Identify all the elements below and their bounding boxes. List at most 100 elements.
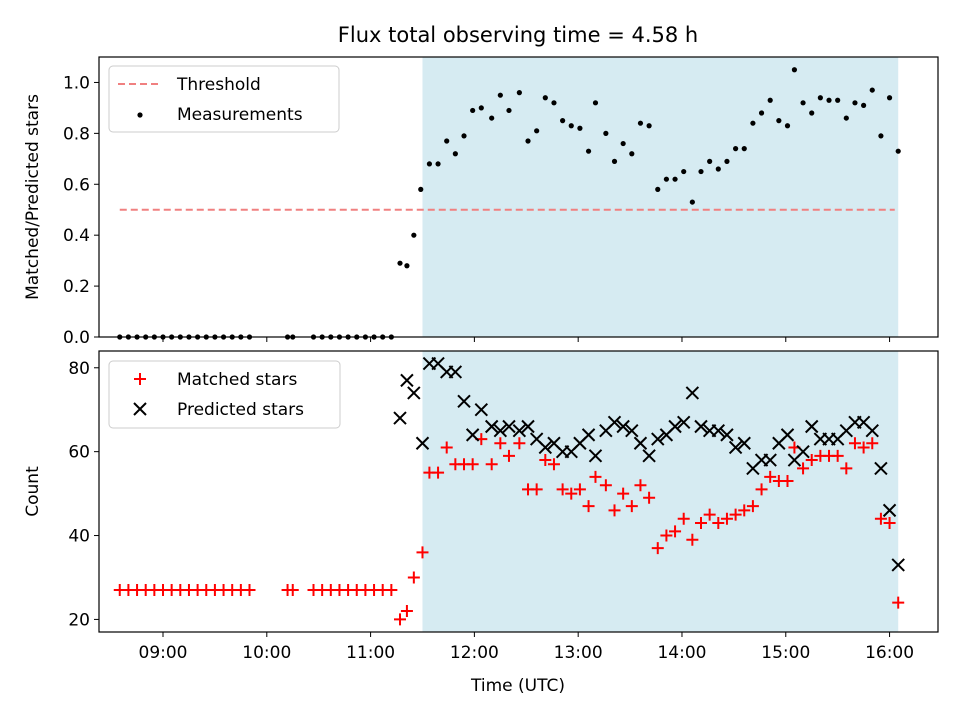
measurement-point: [592, 100, 599, 106]
measurement-point: [835, 97, 841, 103]
ratio-legend-box: [108, 65, 340, 133]
measurement-point: [741, 146, 747, 152]
measurement-point: [886, 95, 893, 101]
matched-star-point: [513, 437, 526, 450]
measurement-point: [534, 128, 540, 134]
measurement-point: [611, 158, 618, 164]
predicted-star-point: [633, 436, 648, 450]
matched-star-point: [243, 584, 256, 597]
measurement-point: [800, 100, 806, 106]
matched-star-point: [695, 516, 708, 529]
measurement-point: [767, 97, 773, 103]
matched-star-point: [720, 512, 733, 525]
predicted-star-point: [796, 444, 810, 459]
measurement-point: [452, 151, 458, 157]
matched-star-point: [874, 512, 887, 525]
matched-star-point: [892, 596, 905, 609]
x-tick-label: 10:00: [242, 643, 291, 663]
measurement-point: [817, 95, 823, 101]
measurement-point: [603, 130, 609, 136]
measurement-point: [489, 115, 495, 121]
measurement-point: [791, 67, 798, 73]
x-tick-label: 15:00: [761, 643, 810, 663]
x-tick-label: 14:00: [657, 643, 706, 663]
predicted-star-point: [512, 423, 527, 438]
ratio-legend: Threshold Measurements: [108, 65, 340, 133]
measurement-point: [707, 158, 713, 164]
y-tick-label: 0.8: [63, 124, 90, 144]
measurement-point: [655, 186, 661, 192]
observing-band: [422, 351, 899, 632]
matched-star-point: [634, 479, 647, 492]
measurement-point: [516, 90, 522, 96]
measurement-point: [404, 263, 410, 269]
matched-star-point: [589, 470, 602, 483]
matched-star-point: [746, 500, 759, 513]
count-points: [113, 356, 905, 626]
predicted-star-point: [474, 403, 489, 417]
matched-star-point: [573, 483, 586, 496]
predicted-star-point: [502, 419, 516, 434]
matched-star-point: [866, 437, 879, 450]
count-x-ticks: 09:00 10:00 11:00 12:00 13:00 14:00 15:00 16:00: [139, 632, 914, 663]
measurement-point: [551, 100, 557, 106]
predicted-star-point: [891, 558, 905, 572]
predicted-star-point: [642, 449, 656, 463]
measurement-point: [461, 133, 467, 139]
ratio-axes-frame: [98, 56, 939, 338]
observing-band: [422, 57, 899, 337]
measurement-point: [758, 110, 765, 116]
matched-star-point: [797, 462, 810, 475]
predicted-star-point: [407, 386, 421, 400]
matched-star-point: [466, 458, 479, 471]
measurement-point: [724, 158, 730, 164]
matched-star-point: [686, 533, 699, 546]
matched-star-point: [738, 504, 751, 517]
matched-star-point: [831, 449, 844, 462]
measurement-point: [629, 151, 635, 157]
y-tick-label: 0.2: [63, 277, 90, 297]
matched-star-point: [440, 441, 453, 454]
matched-star-point: [485, 458, 498, 471]
x-tick-label: 13:00: [554, 643, 603, 663]
measurement-point: [784, 123, 791, 129]
matched-star-point: [286, 584, 299, 597]
predicted-star-point: [805, 419, 819, 434]
measurement-point: [435, 161, 441, 167]
count-axes-frame: [98, 350, 939, 633]
measurements-legend-label: Measurements: [177, 105, 303, 125]
measurement-point: [568, 123, 574, 129]
predicted-star-point: [538, 440, 553, 455]
measurement-point: [715, 166, 721, 172]
measurement-point: [577, 125, 583, 131]
matched-star-point: [539, 454, 552, 467]
matched-star-point: [416, 546, 429, 559]
predicted-star-point: [625, 423, 639, 438]
measurement-point: [869, 87, 875, 93]
x-axis-label: Time (UTC): [470, 676, 565, 696]
measurement-point: [750, 120, 756, 126]
measurement-point: [895, 148, 901, 154]
measurement-point: [672, 176, 678, 182]
matched-star-point: [857, 441, 870, 454]
threshold-legend-label: Threshold: [176, 75, 261, 95]
predicted-star-point: [780, 428, 795, 442]
matched-star-point: [565, 487, 578, 500]
chart-title: Flux total observing time = 4.58 h: [338, 23, 698, 47]
measurement-point: [620, 140, 626, 147]
y-tick-label: 80: [68, 359, 90, 379]
predicted-star-point: [676, 415, 691, 430]
predicted-star-point: [685, 386, 700, 400]
measurement-point: [585, 148, 592, 154]
measurement-point: [506, 107, 512, 114]
predicted-star-point: [711, 423, 726, 438]
matched-star-point: [625, 500, 638, 513]
matched-star-point: [556, 483, 569, 496]
matched-star-point: [651, 542, 664, 555]
count-legend: Matched stars Predicted stars: [108, 360, 341, 429]
matched-star-point: [494, 437, 507, 450]
matched-star-point: [599, 479, 612, 492]
measurement-point: [681, 168, 687, 175]
measurement-point: [470, 107, 476, 114]
